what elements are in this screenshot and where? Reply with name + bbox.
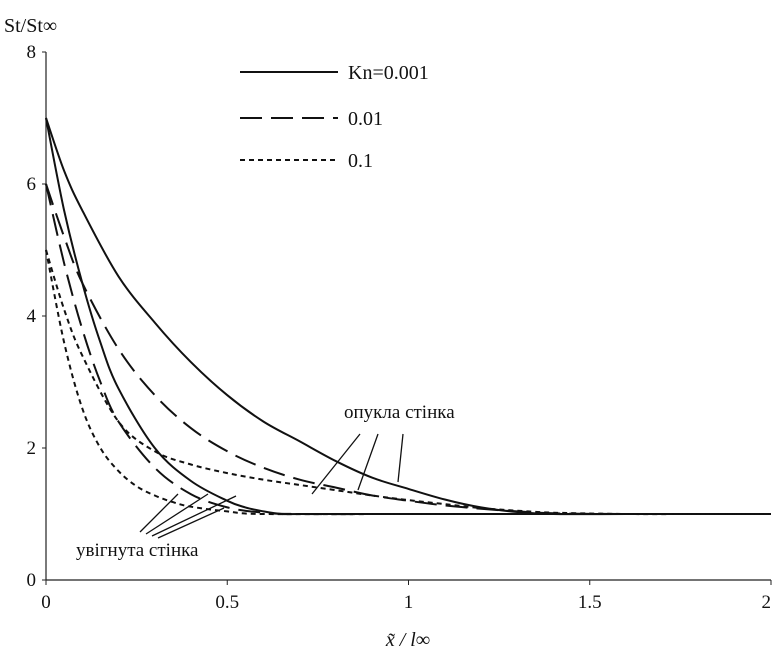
legend-label: Kn=0.001 bbox=[348, 62, 429, 84]
y-axis-label: St/St∞ bbox=[4, 15, 57, 37]
x-tick-label: 1 bbox=[404, 592, 414, 613]
y-tick-label: 0 bbox=[27, 570, 37, 591]
legend: Kn=0.001 0.01 0.1 bbox=[240, 62, 429, 172]
series-line-convex-short-dash bbox=[45, 249, 771, 516]
x-tick-label: 2 bbox=[762, 592, 772, 613]
y-tick-label: 6 bbox=[27, 174, 37, 195]
annotation-leader-concave bbox=[139, 493, 179, 533]
series-line-concave-solid bbox=[45, 117, 771, 516]
series-line-concave-long-dash bbox=[45, 183, 771, 516]
x-tick-label: 0.5 bbox=[215, 592, 239, 613]
y-tick-label: 4 bbox=[27, 306, 37, 327]
annotation-leader-convex bbox=[311, 433, 361, 495]
x-tick-label: 0 bbox=[41, 592, 51, 613]
annotation-concave-wall: увігнута стінка bbox=[76, 540, 199, 561]
legend-label: 0.01 bbox=[348, 108, 383, 130]
x-tick-label: 1.5 bbox=[578, 592, 602, 613]
annotations: опукла стінка увігнута стінка bbox=[76, 402, 455, 561]
annotation-leader-concave bbox=[157, 507, 225, 539]
series-line-convex-solid bbox=[45, 117, 771, 516]
annotation-leader-convex bbox=[397, 433, 404, 483]
y-tick-label: 8 bbox=[27, 42, 37, 63]
series-layer bbox=[45, 117, 771, 516]
annotation-leader-concave bbox=[151, 495, 237, 537]
legend-label: 0.1 bbox=[348, 150, 373, 172]
annotation-convex-wall: опукла стінка bbox=[344, 402, 455, 423]
series-line-convex-long-dash bbox=[45, 183, 771, 516]
y-tick-label: 2 bbox=[27, 438, 37, 459]
x-axis-label: x̃ / l∞ bbox=[385, 629, 430, 651]
series-line-concave-short-dash bbox=[45, 249, 771, 516]
annotation-leader-concave bbox=[145, 493, 209, 535]
annotation-leader-convex bbox=[357, 433, 379, 491]
axes: 0 2 4 6 8 0 0.5 1 1.5 2 bbox=[27, 42, 772, 613]
